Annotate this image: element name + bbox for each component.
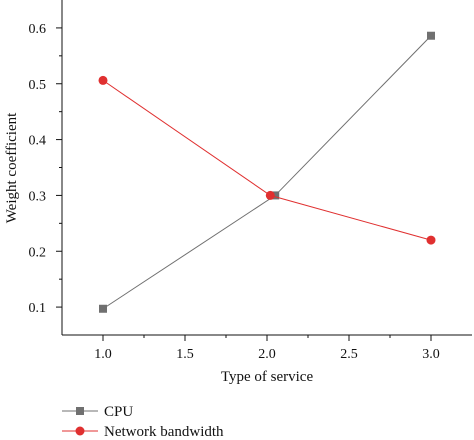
x-tick-label: 1.5 xyxy=(176,347,194,362)
network-bandwidth-point xyxy=(265,190,275,200)
legend: CPU Network bandwidth xyxy=(62,404,224,440)
series-layer xyxy=(98,31,436,313)
y-tick-label: 0.6 xyxy=(29,22,47,37)
legend-label-network-bandwidth: Network bandwidth xyxy=(104,424,224,440)
x-tick-label: 2.0 xyxy=(258,347,276,362)
x-tick-label: 2.5 xyxy=(340,347,358,362)
cpu-point xyxy=(271,191,280,200)
cpu-point xyxy=(99,304,107,313)
x-tick-label: 3.0 xyxy=(422,347,440,362)
legend-label-cpu: CPU xyxy=(104,404,133,420)
legend-marker-cpu xyxy=(76,407,84,415)
cpu-line xyxy=(102,35,432,310)
x-axis-title: Type of service xyxy=(221,369,314,385)
legend-marker-network-bandwidth xyxy=(75,426,85,436)
network-bandwidth-point xyxy=(426,235,436,245)
network-bandwidth-point xyxy=(98,75,108,85)
y-tick-label: 0.5 xyxy=(29,78,47,93)
cpu-point xyxy=(427,31,435,40)
y-axis-title: Weight coefficient xyxy=(4,112,20,223)
y-tick-label: 0.2 xyxy=(29,245,47,260)
axes xyxy=(61,0,472,336)
network-bandwidth-line xyxy=(102,79,432,241)
x-tick-label: 1.0 xyxy=(94,347,112,362)
y-tick-label: 0.3 xyxy=(29,189,47,204)
ticks: 1.0 1.5 2.0 2.5 3.0 0.1 0.2 0.3 0.4 0.5 0.6 xyxy=(29,22,440,362)
y-tick-label: 0.1 xyxy=(29,301,47,316)
y-tick-label: 0.4 xyxy=(29,134,47,149)
